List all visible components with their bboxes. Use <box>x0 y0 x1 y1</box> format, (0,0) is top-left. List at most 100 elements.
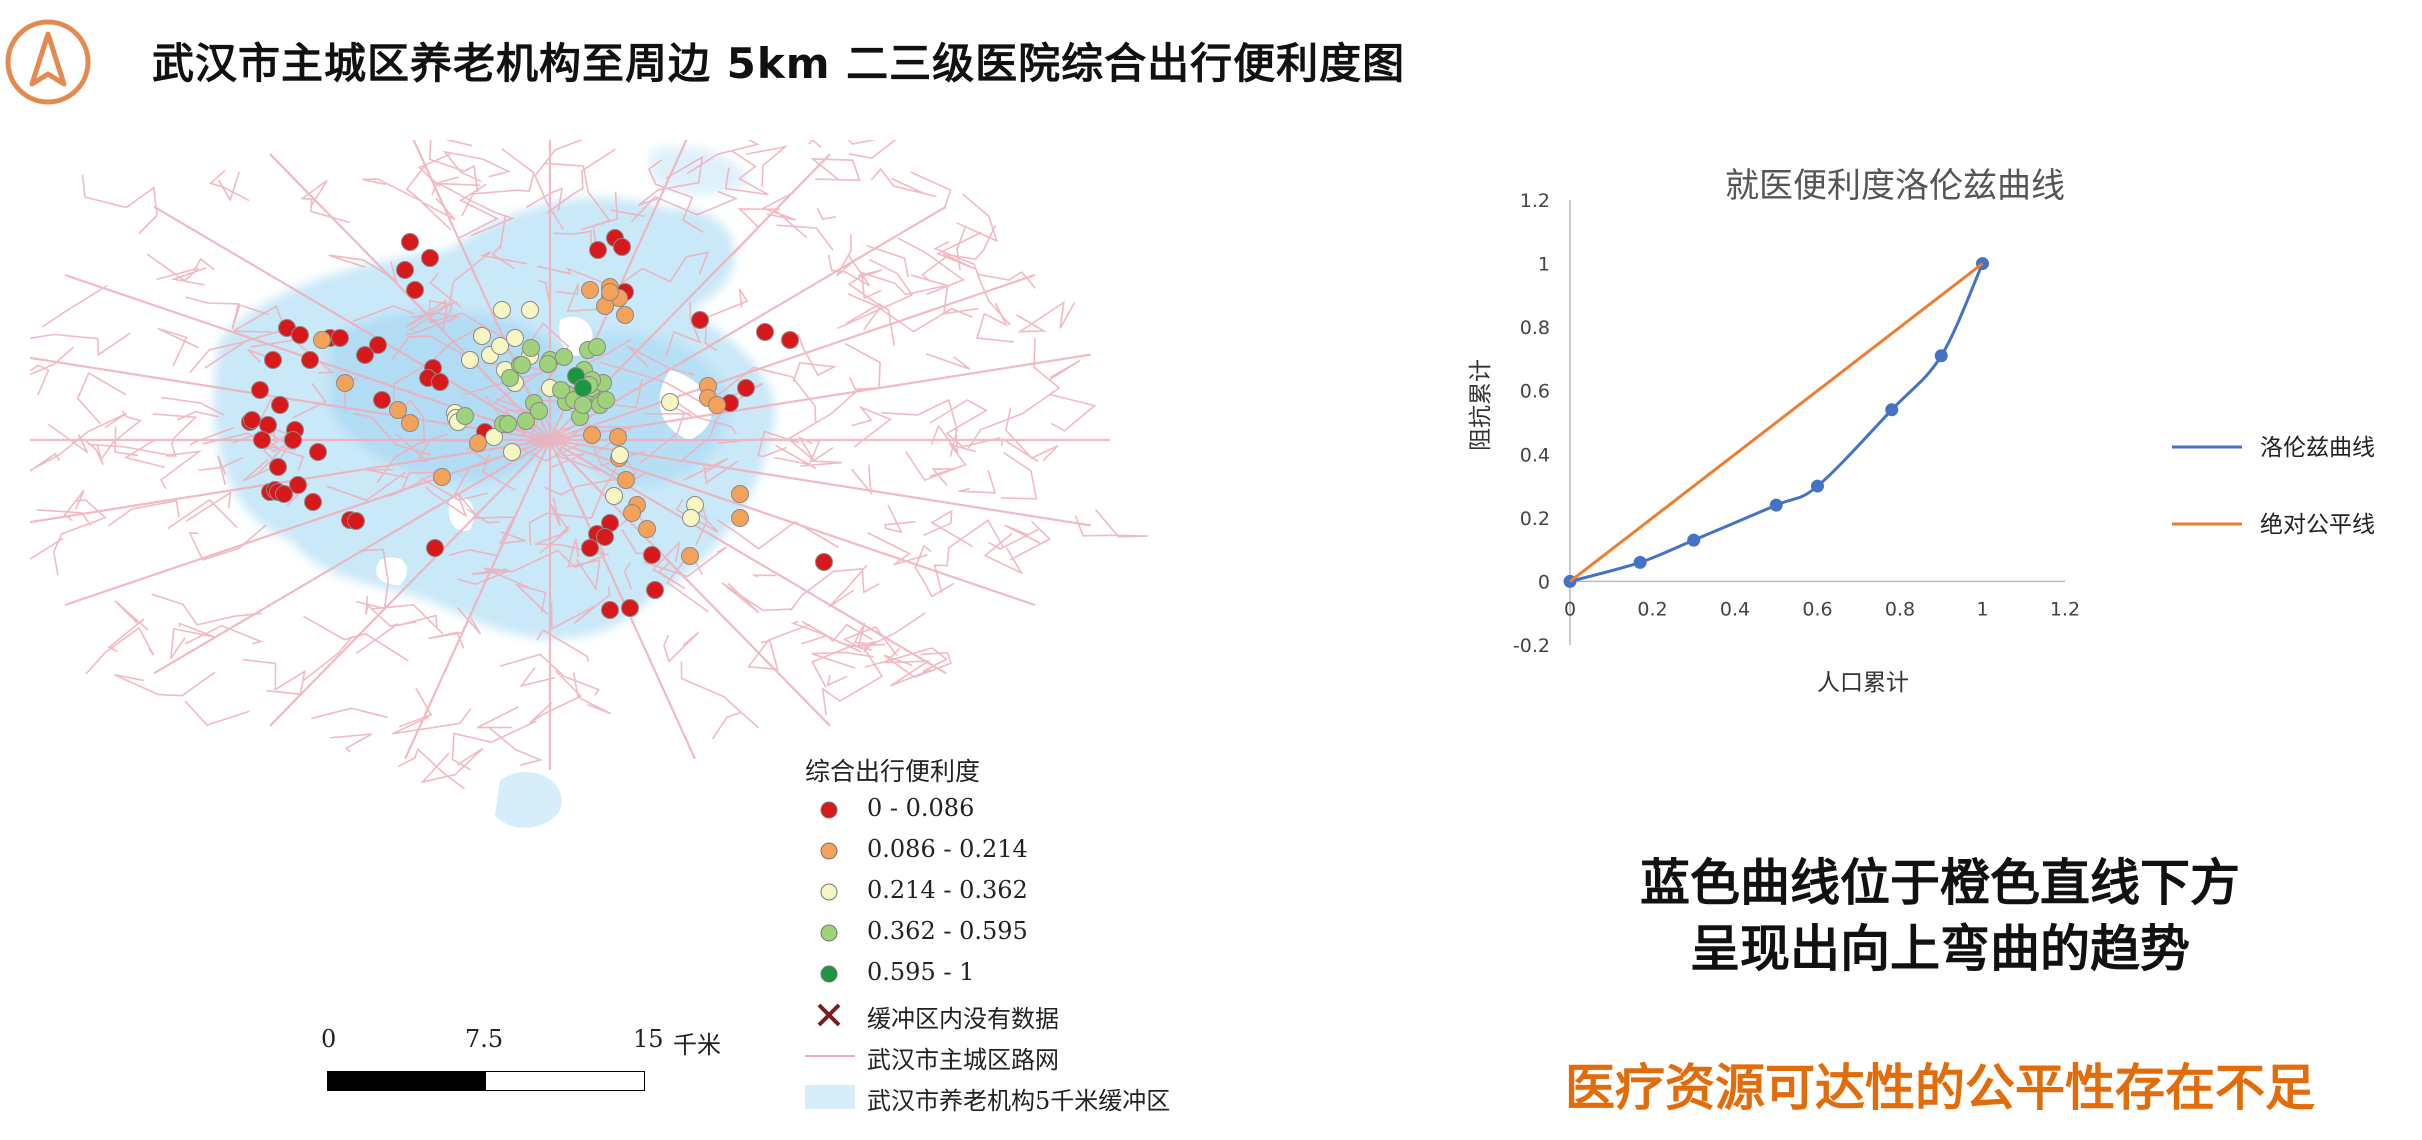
y-axis-label: 阻抗累计 <box>1468 359 1494 451</box>
y-tick-label: 0.2 <box>1520 508 1550 530</box>
conclusion-line-2: 呈现出向上弯曲的趋势 <box>1690 920 2190 978</box>
scale-bar: 0 7.5 15 千米 <box>315 1025 735 1095</box>
institution-point <box>431 373 449 391</box>
institution-point <box>646 581 664 599</box>
legend-item: 0.086 - 0.214 <box>805 833 1265 869</box>
legend-item: 缓冲区内没有数据 <box>805 997 1265 1033</box>
data-point <box>1934 349 1948 363</box>
institution-point <box>781 331 799 349</box>
x-tick-label: 0 <box>1564 598 1576 620</box>
legend-label: 0.086 - 0.214 <box>867 835 1028 863</box>
institution-point <box>289 476 307 494</box>
institution-point <box>661 393 679 411</box>
institution-point <box>815 553 833 571</box>
scale-unit: 千米 <box>673 1031 721 1059</box>
institution-point <box>513 356 531 374</box>
institution-point <box>539 355 557 373</box>
chart-title: 就医便利度洛伦兹曲线 <box>1725 166 2065 206</box>
scale-bar-white <box>485 1071 645 1091</box>
scale-tick-2: 15 <box>633 1025 664 1053</box>
institution-point <box>275 485 293 503</box>
legend-symbol-line <box>805 1055 855 1057</box>
legend-label: 0.214 - 0.362 <box>867 876 1028 904</box>
institution-point <box>731 509 749 527</box>
legend-symbol-dot <box>820 924 838 942</box>
y-tick-label: 0.8 <box>1520 317 1550 339</box>
institution-point <box>369 336 387 354</box>
institution-point <box>243 411 261 429</box>
series-line-1 <box>1569 262 1984 583</box>
institution-point <box>499 415 517 433</box>
legend-item: 0 - 0.086 <box>805 792 1265 828</box>
institution-point <box>530 402 548 420</box>
institution-point <box>596 528 614 546</box>
x-tick-label: 1.2 <box>2050 598 2080 620</box>
institution-point <box>309 443 327 461</box>
institution-point <box>605 487 623 505</box>
legend-symbol-dot <box>820 883 838 901</box>
institution-point <box>406 281 424 299</box>
institution-point <box>613 238 631 256</box>
legend-symbol-dot <box>820 965 838 983</box>
institution-point <box>552 381 570 399</box>
institution-point <box>493 301 511 319</box>
institution-point <box>301 351 319 369</box>
south-lake-area <box>495 771 562 828</box>
legend-label: 武汉市养老机构5千米缓冲区 <box>867 1087 1171 1115</box>
compass-logo-icon <box>5 19 91 105</box>
y-tick-label: 1.2 <box>1520 190 1550 212</box>
institution-point <box>737 379 755 397</box>
institution-point <box>421 249 439 267</box>
institution-point <box>461 351 479 369</box>
institution-point <box>589 241 607 259</box>
data-point <box>1885 403 1899 417</box>
institution-point <box>756 323 774 341</box>
y-tick-label: -0.2 <box>1513 635 1550 657</box>
x-tick-label: 0.4 <box>1720 598 1750 620</box>
legend-item: 0.214 - 0.362 <box>805 874 1265 910</box>
institution-point <box>373 391 391 409</box>
conclusion-highlight: 医疗资源可达性的公平性存在不足 <box>1565 1059 2315 1117</box>
y-tick-label: 0.4 <box>1520 444 1550 466</box>
institution-point <box>588 338 606 356</box>
institution-point <box>682 509 700 527</box>
legend-label: 0 - 0.086 <box>867 794 975 822</box>
scale-tick-1: 7.5 <box>465 1025 504 1053</box>
institution-point <box>491 337 509 355</box>
institution-point <box>555 348 573 366</box>
institution-point <box>396 261 414 279</box>
scale-bar-black <box>327 1071 487 1091</box>
legend-label: 武汉市主城区路网 <box>867 1046 1059 1074</box>
x-tick-label: 0.2 <box>1637 598 1667 620</box>
legend-item: 0.595 - 1 <box>805 956 1265 992</box>
legend-series-label: 洛伦兹曲线 <box>2260 435 2375 461</box>
institution-point <box>271 396 289 414</box>
x-axis-label: 人口累计 <box>1817 670 1909 696</box>
institution-point <box>708 396 726 414</box>
institution-point <box>506 329 524 347</box>
legend-symbol-cross <box>817 1003 841 1027</box>
institution-point <box>401 233 419 251</box>
institution-point <box>581 281 599 299</box>
y-tick-label: 0.6 <box>1520 381 1550 403</box>
institution-point <box>583 426 601 444</box>
institution-point <box>617 471 635 489</box>
data-point <box>1633 555 1647 569</box>
scale-tick-0: 0 <box>321 1025 337 1053</box>
institution-point <box>313 331 331 349</box>
institution-point <box>356 346 374 364</box>
institution-point <box>638 520 656 538</box>
institution-point <box>574 379 592 397</box>
institution-point <box>473 327 491 345</box>
institution-point <box>485 428 503 446</box>
x-tick-label: 1 <box>1976 598 1988 620</box>
institution-point <box>503 443 521 461</box>
institution-point <box>609 428 627 446</box>
legend-title: 综合出行便利度 <box>805 757 981 786</box>
institution-point <box>643 546 661 564</box>
legend-item: 武汉市主城区路网 <box>805 1038 1265 1074</box>
institution-point <box>331 329 349 347</box>
institution-point <box>433 468 451 486</box>
data-point <box>1811 479 1824 493</box>
institution-point <box>264 351 282 369</box>
